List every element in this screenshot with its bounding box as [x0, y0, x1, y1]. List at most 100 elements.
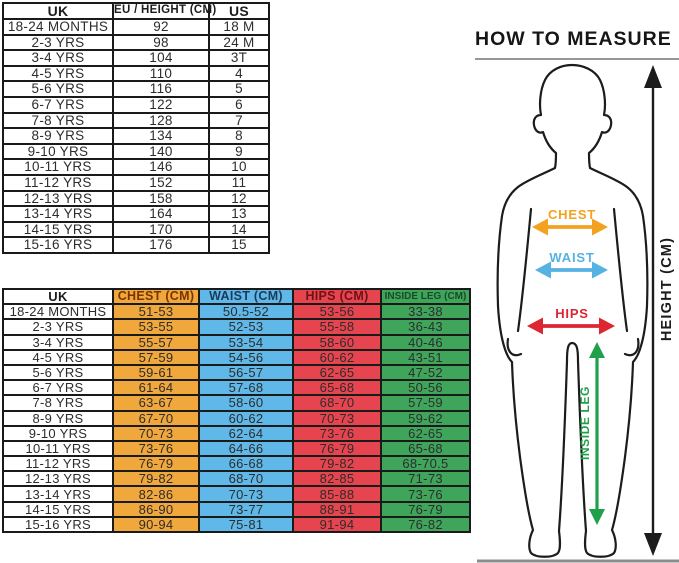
- us-size-cell: 14: [208, 220, 270, 239]
- hips-cell: 65-68: [292, 379, 382, 397]
- uk-size-cell: 12-13 YRS: [2, 470, 114, 488]
- eu-height-cell: 140: [112, 142, 210, 161]
- waist-cell: 64-66: [198, 439, 294, 458]
- uk-size-cell: 11-12 YRS: [2, 173, 114, 192]
- eu-height-cell: 170: [112, 220, 210, 239]
- uk-size-cell: 3-4 YRS: [2, 333, 114, 351]
- uk-size-cell: 9-10 YRS: [2, 424, 114, 442]
- us-size-cell: 8: [208, 127, 270, 145]
- measurement-table-row: 15-16 YRS 90-94 75-81 91-94 76-82: [2, 515, 471, 534]
- chest-cell: 59-61: [112, 363, 200, 382]
- hips-label: HIPS: [555, 306, 589, 321]
- size-table-row: 7-8 YRS 128 7: [2, 111, 270, 130]
- chest-cell: 55-57: [112, 333, 200, 351]
- waist-cell: 53-54: [198, 333, 294, 351]
- measurement-table-row: 4-5 YRS 57-59 54-56 60-62 43-51: [2, 348, 471, 366]
- hand-lines: [506, 337, 640, 357]
- measurement-table-row: 14-15 YRS 86-90 73-77 88-91 76-79: [2, 500, 471, 518]
- waist-cell: 75-81: [198, 515, 294, 534]
- uk-size-cell: 2-3 YRS: [2, 33, 114, 52]
- eu-height-column-header: EU / HEIGHT (CM): [112, 2, 216, 20]
- eu-height-cell: 158: [112, 189, 210, 208]
- eu-height-cell: 92: [112, 18, 210, 36]
- chest-cell: 79-82: [112, 470, 200, 488]
- height-label: HEIGHT (CM): [659, 237, 675, 341]
- chest-arrowhead-left: [532, 218, 548, 236]
- inside-leg-label: INSIDE LEG: [578, 386, 592, 460]
- hips-cell: 88-91: [292, 500, 382, 518]
- inside-leg-cell: 57-59: [380, 394, 471, 412]
- measurement-table-row: 8-9 YRS 67-70 60-62 70-73 59-62: [2, 409, 471, 427]
- hips-arrow: HIPS: [527, 306, 615, 335]
- waist-cell: 54-56: [198, 348, 294, 366]
- height-arrowhead-bottom: [644, 533, 662, 556]
- chest-cell: 57-59: [112, 348, 200, 366]
- uk-size-cell: 11-12 YRS: [2, 455, 114, 473]
- inside-leg-cell: 73-76: [380, 485, 471, 503]
- us-size-cell: 15: [208, 236, 270, 254]
- size-table-row: 13-14 YRS 164 13: [2, 205, 270, 223]
- inside-leg-arrowhead-bottom: [589, 509, 605, 525]
- inside-leg-arrow: INSIDE LEG: [578, 342, 605, 525]
- chest-cell: 61-64: [112, 379, 200, 397]
- inside-leg-cell: 59-62: [380, 409, 471, 427]
- child-figure-outline: [496, 63, 649, 558]
- size-table-row: 5-6 YRS 116 5: [2, 80, 270, 98]
- waist-cell: 60-62: [198, 409, 294, 427]
- uk-size-cell: 6-7 YRS: [2, 379, 114, 397]
- chest-cell: 73-76: [112, 439, 200, 458]
- size-table-header-row: UK EU / HEIGHT (CM) US: [2, 2, 270, 20]
- hips-cell: 62-65: [292, 363, 382, 382]
- inside-leg-cell: 76-79: [380, 500, 471, 518]
- uk-size-cell: 15-16 YRS: [2, 236, 114, 254]
- inside-leg-cell: 40-46: [380, 333, 471, 351]
- eu-height-cell: 176: [112, 236, 210, 254]
- us-size-cell: 3T: [208, 49, 270, 67]
- how-to-measure-title: HOW TO MEASURE: [475, 28, 679, 60]
- inside-leg-cell: 65-68: [380, 439, 471, 458]
- measurement-table-row: 9-10 YRS 70-73 62-64 73-76 62-65: [2, 424, 471, 442]
- hips-cell: 60-62: [292, 348, 382, 366]
- chest-arrow: CHEST: [532, 207, 608, 236]
- chest-label: CHEST: [548, 207, 596, 222]
- uk-size-cell: 12-13 YRS: [2, 189, 114, 208]
- hips-cell: 73-76: [292, 424, 382, 442]
- chest-arrowhead-right: [592, 218, 608, 236]
- uk-size-cell: 4-5 YRS: [2, 348, 114, 366]
- size-table-body: 18-24 MONTHS 92 18 M 2-3 YRS 98 24 M 3-4…: [2, 18, 270, 254]
- uk-size-cell: 13-14 YRS: [2, 485, 114, 503]
- hips-cell: 70-73: [292, 409, 382, 427]
- chest-cell: 90-94: [112, 515, 200, 534]
- size-table-row: 11-12 YRS 152 11: [2, 173, 270, 192]
- measurement-table-body: 18-24 MONTHS 51-53 50.5-52 53-56 33-38 2…: [2, 303, 471, 534]
- waist-cell: 52-53: [198, 318, 294, 336]
- inside-leg-cell: 62-65: [380, 424, 471, 442]
- uk-size-cell: 8-9 YRS: [2, 127, 114, 145]
- chest-cell: 86-90: [112, 500, 200, 518]
- us-size-cell: 12: [208, 189, 270, 208]
- us-size-cell: 5: [208, 80, 270, 98]
- waist-column-header: WAIST (CM): [198, 287, 294, 306]
- us-size-cell: 9: [208, 142, 270, 161]
- waist-cell: 68-70: [198, 470, 294, 488]
- uk-size-cell: 14-15 YRS: [2, 220, 114, 239]
- eu-height-cell: 164: [112, 205, 210, 223]
- hips-cell: 58-60: [292, 333, 382, 351]
- chest-column-header: CHEST (CM): [112, 287, 200, 306]
- size-table-row: 15-16 YRS 176 15: [2, 236, 270, 254]
- inside-leg-cell: 47-52: [380, 363, 471, 382]
- us-size-cell: 4: [208, 64, 270, 83]
- height-arrow: HEIGHT (CM): [644, 65, 675, 556]
- uk-column-header: UK: [2, 287, 114, 306]
- hips-cell: 55-58: [292, 318, 382, 336]
- waist-cell: 57-68: [198, 379, 294, 397]
- uk-size-cell: 15-16 YRS: [2, 515, 114, 534]
- hips-cell: 76-79: [292, 439, 382, 458]
- waist-arrowhead-left: [535, 261, 551, 279]
- uk-size-cell: 5-6 YRS: [2, 80, 114, 98]
- chest-cell: 67-70: [112, 409, 200, 427]
- chest-cell: 76-79: [112, 455, 200, 473]
- measurement-diagram: CHEST WAIST HIPS INSIDE LEG: [477, 63, 679, 563]
- hips-cell: 91-94: [292, 515, 382, 534]
